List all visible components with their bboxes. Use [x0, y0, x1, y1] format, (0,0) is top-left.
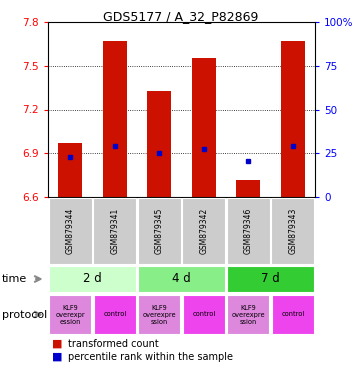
Text: GSM879341: GSM879341: [110, 208, 119, 254]
Text: protocol: protocol: [2, 310, 47, 319]
Text: GSM879343: GSM879343: [288, 208, 297, 254]
Text: ■: ■: [52, 339, 62, 349]
Text: control: control: [192, 311, 216, 318]
Text: GSM879345: GSM879345: [155, 208, 164, 254]
Text: percentile rank within the sample: percentile rank within the sample: [68, 352, 233, 362]
Bar: [94, 295, 136, 334]
Text: KLF9
overexpr
ession: KLF9 overexpr ession: [56, 305, 85, 324]
Bar: [192, 58, 216, 197]
Bar: [93, 198, 136, 264]
Text: time: time: [2, 274, 27, 284]
Bar: [103, 41, 127, 197]
Text: KLF9
overexpre
ssion: KLF9 overexpre ssion: [231, 305, 265, 324]
Bar: [138, 198, 180, 264]
Bar: [271, 198, 314, 264]
Bar: [236, 179, 261, 197]
Bar: [280, 41, 305, 197]
Bar: [138, 266, 225, 292]
Bar: [227, 295, 269, 334]
Text: GSM879344: GSM879344: [66, 208, 75, 254]
Text: 4 d: 4 d: [172, 273, 191, 285]
Bar: [138, 295, 180, 334]
Bar: [147, 91, 171, 197]
Text: control: control: [281, 311, 304, 318]
Bar: [49, 266, 136, 292]
Bar: [227, 198, 270, 264]
Bar: [272, 295, 314, 334]
Text: control: control: [103, 311, 126, 318]
Bar: [49, 198, 92, 264]
Bar: [58, 143, 82, 197]
Bar: [49, 295, 91, 334]
Text: 7 d: 7 d: [261, 273, 280, 285]
Bar: [227, 266, 314, 292]
Text: ■: ■: [52, 352, 62, 362]
Text: GSM879346: GSM879346: [244, 208, 253, 254]
Bar: [182, 198, 225, 264]
Text: GDS5177 / A_32_P82869: GDS5177 / A_32_P82869: [103, 10, 258, 23]
Text: transformed count: transformed count: [68, 339, 158, 349]
Text: KLF9
overexpre
ssion: KLF9 overexpre ssion: [143, 305, 176, 324]
Text: 2 d: 2 d: [83, 273, 102, 285]
Bar: [183, 295, 225, 334]
Text: GSM879342: GSM879342: [199, 208, 208, 254]
